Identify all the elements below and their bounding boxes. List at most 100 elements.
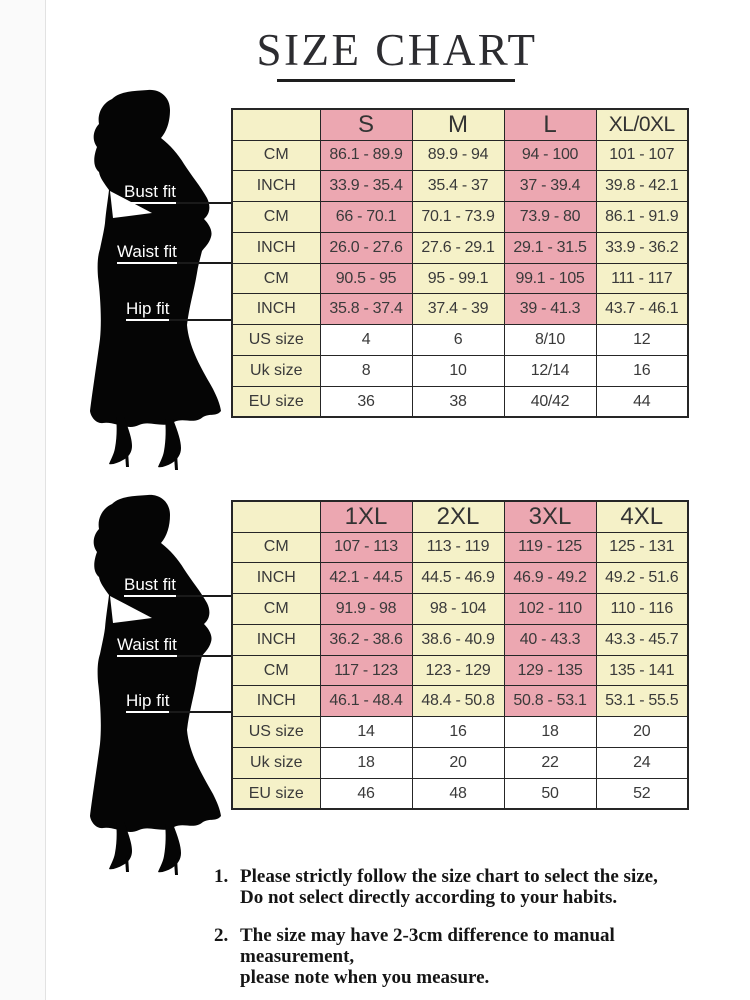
note-line: Please strictly follow the size chart to… xyxy=(240,866,658,887)
hip-fit-line xyxy=(168,711,231,713)
table-row: INCH 46.1 - 48.4 48.4 - 50.8 50.8 - 53.1… xyxy=(231,685,689,718)
table-cell: 98 - 104 xyxy=(411,593,505,625)
table-cell: 46 xyxy=(319,777,413,810)
table-row: INCH 35.8 - 37.4 37.4 - 39 39 - 41.3 43.… xyxy=(231,293,689,326)
table-cell: 135 - 141 xyxy=(595,654,689,687)
table-cell: 4 xyxy=(319,324,413,357)
table-cell: 39 - 41.3 xyxy=(503,293,597,326)
table-row: INCH 33.9 - 35.4 35.4 - 37 37 - 39.4 39.… xyxy=(231,170,689,203)
table-cell: 49.2 - 51.6 xyxy=(595,562,689,595)
table-cell: 20 xyxy=(595,716,689,749)
table-cell: 70.1 - 73.9 xyxy=(411,201,505,233)
table-cell: 33.9 - 35.4 xyxy=(319,170,413,203)
note-number: 1. xyxy=(214,866,229,887)
hip-fit-label: Hip fit xyxy=(126,300,170,321)
table-row: US size 4 6 8/10 12 xyxy=(231,324,689,357)
table-cell: 50 xyxy=(503,777,597,810)
row-label: CM xyxy=(231,593,321,625)
table-cell: 35.8 - 37.4 xyxy=(319,293,413,326)
table-cell: 40/42 xyxy=(503,385,597,418)
row-label: INCH xyxy=(231,293,321,326)
table-cell: 123 - 129 xyxy=(411,654,505,687)
table-cell: 37 - 39.4 xyxy=(503,170,597,203)
table-cell: 35.4 - 37 xyxy=(411,170,505,203)
column-header: M xyxy=(411,108,505,141)
table-cell: 99.1 - 105 xyxy=(503,262,597,295)
table-row: EU size 36 38 40/42 44 xyxy=(231,385,689,418)
size-table-plus: 1XL 2XL 3XL 4XL CM 107 - 113 113 - 119 1… xyxy=(231,500,689,811)
table-cell: 22 xyxy=(503,747,597,779)
table-cell: 33.9 - 36.2 xyxy=(595,231,689,264)
table-cell: 8/10 xyxy=(503,324,597,357)
table-row: CM 90.5 - 95 95 - 99.1 99.1 - 105 111 - … xyxy=(231,262,689,295)
table-row: CM 66 - 70.1 70.1 - 73.9 73.9 - 80 86.1 … xyxy=(231,201,689,233)
table-cell: 86.1 - 91.9 xyxy=(595,201,689,233)
row-label: US size xyxy=(231,324,321,357)
table-cell: 36.2 - 38.6 xyxy=(319,623,413,656)
table-row: CM 91.9 - 98 98 - 104 102 - 110 110 - 11… xyxy=(231,593,689,625)
table-cell: 29.1 - 31.5 xyxy=(503,231,597,264)
row-label: Uk size xyxy=(231,355,321,387)
table-cell: 48 xyxy=(411,777,505,810)
table-cell: 86.1 - 89.9 xyxy=(319,139,413,172)
table-cell: 20 xyxy=(411,747,505,779)
table-cell: 46.1 - 48.4 xyxy=(319,685,413,718)
corner-cell xyxy=(231,500,321,533)
table-cell: 110 - 116 xyxy=(595,593,689,625)
column-header: 4XL xyxy=(595,500,689,533)
row-label: CM xyxy=(231,654,321,687)
row-label: US size xyxy=(231,716,321,749)
table-cell: 52 xyxy=(595,777,689,810)
table-cell: 53.1 - 55.5 xyxy=(595,685,689,718)
column-header: XL/0XL xyxy=(595,108,689,141)
table-row: CM 117 - 123 123 - 129 129 - 135 135 - 1… xyxy=(231,654,689,687)
table-cell: 38.6 - 40.9 xyxy=(411,623,505,656)
column-header: 3XL xyxy=(503,500,597,533)
table-cell: 44 xyxy=(595,385,689,418)
table-cell: 48.4 - 50.8 xyxy=(411,685,505,718)
bust-fit-label: Bust fit xyxy=(124,183,176,204)
table-cell: 129 - 135 xyxy=(503,654,597,687)
table-cell: 46.9 - 49.2 xyxy=(503,562,597,595)
column-header: 2XL xyxy=(411,500,505,533)
table-cell: 12 xyxy=(595,324,689,357)
table-row: CM 86.1 - 89.9 89.9 - 94 94 - 100 101 - … xyxy=(231,139,689,172)
row-label: CM xyxy=(231,531,321,564)
table-cell: 18 xyxy=(319,747,413,779)
title-underline xyxy=(277,79,515,82)
table-cell: 44.5 - 46.9 xyxy=(411,562,505,595)
corner-cell xyxy=(231,108,321,141)
table-cell: 10 xyxy=(411,355,505,387)
row-label: CM xyxy=(231,201,321,233)
table-row: CM 107 - 113 113 - 119 119 - 125 125 - 1… xyxy=(231,531,689,564)
column-header: 1XL xyxy=(319,500,413,533)
note-text: The size may have 2-3cm difference to ma… xyxy=(240,925,724,988)
size-table-regular: S M L XL/0XL CM 86.1 - 89.9 89.9 - 94 94… xyxy=(231,108,689,419)
table-cell: 6 xyxy=(411,324,505,357)
table-cell: 111 - 117 xyxy=(595,262,689,295)
table-cell: 107 - 113 xyxy=(319,531,413,564)
arm-gap xyxy=(110,191,152,218)
arm-gap xyxy=(110,596,152,623)
table-cell: 39.8 - 42.1 xyxy=(595,170,689,203)
table-cell: 26.0 - 27.6 xyxy=(319,231,413,264)
table-cell: 18 xyxy=(503,716,597,749)
table-cell: 43.3 - 45.7 xyxy=(595,623,689,656)
table-cell: 40 - 43.3 xyxy=(503,623,597,656)
table-cell: 14 xyxy=(319,716,413,749)
table-cell: 36 xyxy=(319,385,413,418)
table-cell: 90.5 - 95 xyxy=(319,262,413,295)
photo-edge-strip xyxy=(0,0,45,1000)
table-cell: 27.6 - 29.1 xyxy=(411,231,505,264)
bust-fit-label: Bust fit xyxy=(124,576,176,597)
notes-block: 1. Please strictly follow the size chart… xyxy=(214,866,724,988)
table-row: INCH 26.0 - 27.6 27.6 - 29.1 29.1 - 31.5… xyxy=(231,231,689,264)
table-cell: 12/14 xyxy=(503,355,597,387)
table-row: INCH 36.2 - 38.6 38.6 - 40.9 40 - 43.3 4… xyxy=(231,623,689,656)
row-label: CM xyxy=(231,139,321,172)
table-cell: 73.9 - 80 xyxy=(503,201,597,233)
note-line: Do not select directly according to your… xyxy=(240,887,618,908)
table-cell: 91.9 - 98 xyxy=(319,593,413,625)
row-label: INCH xyxy=(231,231,321,264)
